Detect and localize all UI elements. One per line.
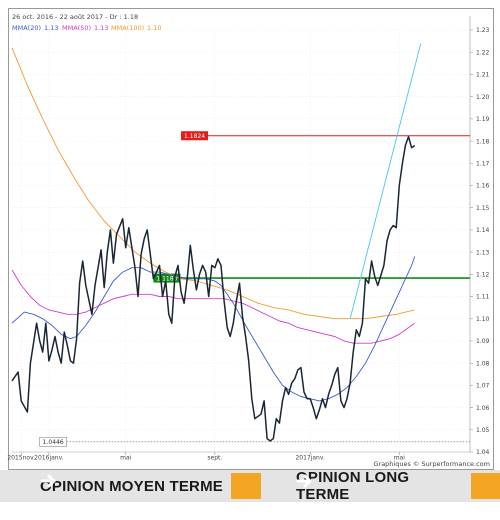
y-tick-label: 1.07 [476,383,490,390]
resistance-label: 1.1824 [184,133,205,140]
legend-mma20-value: 1.13 [44,24,58,32]
legend-mma100-label: MMA(100) [111,24,144,32]
legend-mma50-value: 1.13 [94,24,108,32]
credit-text: Graphiques © Surperformance.com [373,460,490,468]
y-tick-label: 1.12 [476,272,490,279]
legend-mma50-label: MMA(50) [62,24,91,32]
y-tick-label: 1.15 [476,205,490,212]
low-label-box [39,436,67,447]
y-tick-label: 1.16 [476,183,490,190]
x-tick-label: sept. [207,455,222,462]
y-tick-label: 1.04 [476,449,490,456]
long-term-opinion-label: OPINION LONG TERME [296,469,410,503]
y-tick-label: 1.17 [476,160,490,167]
y-tick-label: 1.21 [476,72,490,79]
y-tick-label: 1.05 [476,427,490,434]
x-axis: 2015nov. 2016janv. mai sept. 2017janv. mai [7,452,405,462]
mma100-line [11,47,415,320]
y-tick-label: 1.20 [476,94,490,101]
trend-line [349,43,422,319]
series-lines [11,43,422,442]
y-tick-label: 1.23 [476,27,490,34]
medium-term-opinion-label: OPINION MOYEN TERME [40,477,223,495]
y-axis: 1.04 1.05 1.06 1.07 1.08 1.09 1.10 1.11 1.12 1.13… [470,27,490,456]
resistance-label-box [181,131,209,141]
opinion-banner: OPINION MOYEN TERME OPINION LONG TERME [0,469,500,503]
date-range-text: 26 oct. 2016 - 22 août 2017 - Dr : 1.18 [12,13,138,21]
y-tick-label: 1.19 [476,116,490,123]
support-label-box [153,273,181,283]
y-tick-label: 1.14 [476,227,490,234]
y-tick-label: 1.13 [476,249,490,256]
x-tick-label: 2015nov. [7,455,35,462]
low-label: 1.0446 [43,439,64,446]
y-tick-label: 1.10 [476,316,490,323]
y-tick-label: 1.22 [476,49,490,56]
medium-term-opinion-button[interactable]: OPINION MOYEN TERME [40,473,261,499]
y-tick-label: 1.06 [476,405,490,412]
y-tick-label: 1.18 [476,138,490,145]
long-term-opinion-button[interactable]: OPINION LONG TERME [296,469,500,503]
legend-mma20-label: MMA(20) [12,24,41,32]
x-tick-label: mai [394,455,406,462]
support-label: 1.1183 [156,275,177,282]
y-tick-label: 1.08 [476,360,490,367]
x-tick-label: mai [120,455,132,462]
y-tick-label: 1.09 [476,338,490,345]
reference-lines: 1.1824 1.1183 1.0446 [39,131,470,447]
y-tick-label: 1.11 [476,294,490,301]
price-line [11,135,416,442]
indicator-legend: MMA(20) 1.13 MMA(50) 1.13 MMA(100) 1.10 [12,24,161,32]
x-tick-label: 2017janv. [295,455,325,462]
arrow-right-icon [296,473,500,499]
mma50-line [11,269,415,344]
arrow-right-icon [40,473,261,499]
grid [12,16,471,453]
legend-mma100-value: 1.10 [147,24,161,32]
x-tick-label: 2016janv. [34,455,64,462]
